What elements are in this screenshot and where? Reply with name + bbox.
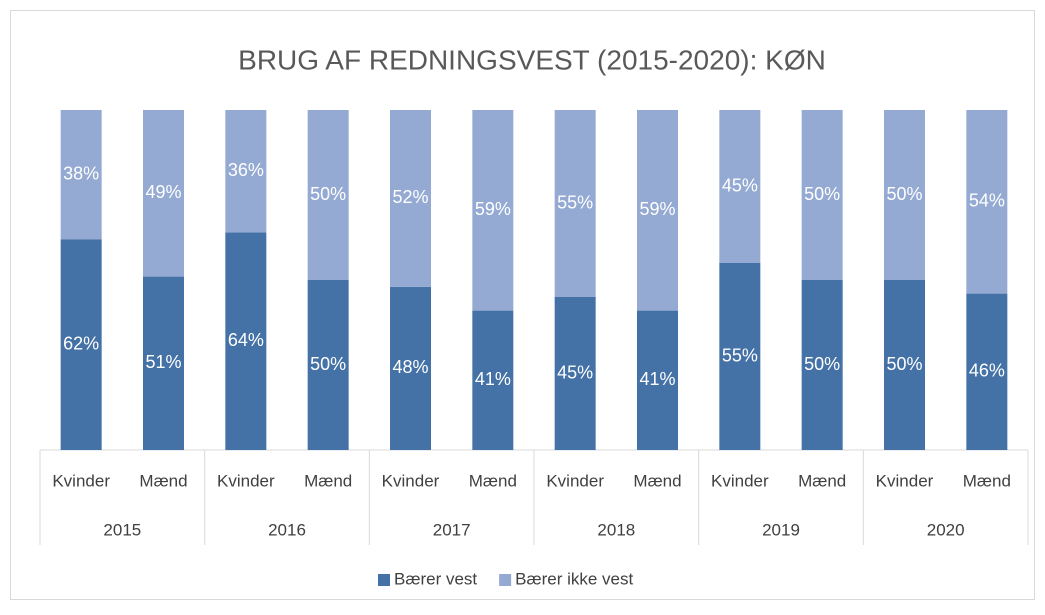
- data-label: 50%: [886, 354, 922, 374]
- data-label: 38%: [63, 163, 99, 183]
- bar-segment: [60, 239, 102, 450]
- x-tick-label: Kvinder: [711, 471, 769, 490]
- group-label: 2015: [103, 520, 141, 539]
- bar-segment: [637, 110, 678, 311]
- group-label: 2016: [268, 520, 306, 539]
- legend-swatch: [378, 574, 390, 586]
- group-label: 2018: [597, 520, 635, 539]
- group-label: 2020: [927, 520, 965, 539]
- bar-segment: [719, 263, 761, 450]
- bar-segment: [966, 293, 1008, 450]
- legend-swatch: [499, 574, 512, 586]
- data-label: 45%: [557, 362, 593, 382]
- x-tick-label: Mænd: [633, 471, 681, 490]
- bar-segment: [225, 232, 267, 450]
- bar-segment: [390, 286, 431, 450]
- data-label: 46%: [969, 361, 1005, 381]
- bar-segment: [801, 110, 843, 280]
- bar-segment: [225, 110, 267, 233]
- data-label: 54%: [969, 191, 1005, 211]
- data-label: 41%: [639, 369, 675, 389]
- data-label: 64%: [228, 330, 264, 350]
- data-label: 36%: [228, 160, 264, 180]
- data-label: 50%: [804, 184, 840, 204]
- x-tick-label: Mænd: [963, 471, 1011, 490]
- bar-segment: [719, 110, 761, 263]
- x-tick-label: Kvinder: [546, 471, 604, 490]
- x-tick-label: Kvinder: [876, 471, 934, 490]
- group-label: 2017: [433, 520, 471, 539]
- data-label: 51%: [145, 352, 181, 372]
- x-tick-label: Mænd: [139, 471, 187, 490]
- data-label: 49%: [145, 182, 181, 202]
- legend-label: Bærer ikke vest: [515, 569, 633, 588]
- x-tick-label: Mænd: [798, 471, 846, 490]
- legend-label: Bærer vest: [394, 569, 477, 588]
- data-label: 59%: [475, 199, 511, 219]
- bar-segment: [884, 110, 925, 280]
- bar-segment: [637, 310, 678, 450]
- bar-segment: [472, 110, 514, 311]
- bar-segment: [390, 110, 431, 287]
- data-label: 50%: [310, 354, 346, 374]
- bar-segment: [60, 110, 102, 240]
- data-label: 50%: [804, 354, 840, 374]
- data-label: 50%: [310, 184, 346, 204]
- x-tick-label: Kvinder: [52, 471, 110, 490]
- data-label: 41%: [475, 369, 511, 389]
- bar-segment: [884, 280, 925, 450]
- group-label: 2019: [762, 520, 800, 539]
- bar-segment: [554, 110, 596, 297]
- data-label: 52%: [392, 187, 428, 207]
- data-label: 48%: [392, 357, 428, 377]
- x-tick-label: Kvinder: [382, 471, 440, 490]
- data-label: 50%: [886, 184, 922, 204]
- bar-segment: [307, 110, 349, 280]
- data-label: 55%: [722, 345, 758, 365]
- x-tick-label: Mænd: [469, 471, 517, 490]
- bar-segment: [554, 297, 596, 450]
- x-tick-label: Kvinder: [217, 471, 275, 490]
- bar-segment: [472, 310, 514, 450]
- bar-segment: [143, 110, 184, 277]
- bar-segment: [966, 110, 1008, 294]
- bar-segment: [801, 280, 843, 450]
- x-tick-label: Mænd: [304, 471, 352, 490]
- data-label: 55%: [557, 192, 593, 212]
- chart-title: BRUG AF REDNINGSVEST (2015-2020): KØN: [238, 44, 826, 75]
- bar-segment: [307, 280, 349, 450]
- bar-segment: [143, 276, 184, 450]
- data-label: 45%: [722, 175, 758, 195]
- data-label: 59%: [639, 199, 675, 219]
- data-label: 62%: [63, 333, 99, 353]
